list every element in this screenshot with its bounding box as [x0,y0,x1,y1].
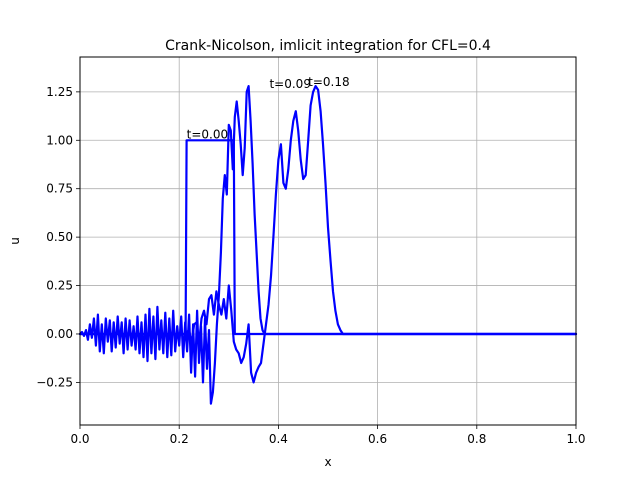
series-line-3 [78,84,578,384]
x-axis-ticks: 0.0 0.2 0.4 0.6 0.8 1.0 [70,425,586,446]
x-tick-label: 0.4 [269,432,288,446]
y-tick-label: 0.25 [46,279,73,293]
time-annotation: t=0.09 [269,77,310,91]
y-tick-label: 0.00 [46,327,73,341]
y-axis-ticks: −0.25 0.00 0.25 0.50 0.75 1.00 1.25 [36,85,80,389]
chart-title: Crank-Nicolson, imlicit integration for … [165,38,491,54]
y-tick-label: 0.75 [46,182,73,196]
y-axis-label: u [8,237,22,245]
x-axis-label: x [324,455,331,469]
y-tick-label: 0.50 [46,230,73,244]
time-annotation: t=0.00 [187,127,228,141]
plot-frame [79,56,577,426]
series-line-2 [78,84,578,405]
y-tick-label: 1.25 [46,85,73,99]
x-tick-label: 1.0 [566,432,585,446]
x-tick-label: 0.2 [170,432,189,446]
y-tick-label: −0.25 [36,375,73,389]
annotations: t=0.00 t=0.09t=0.18 [187,75,350,141]
series-layer [78,84,578,405]
y-tick-label: 1.00 [46,133,73,147]
x-tick-label: 0.0 [70,432,89,446]
x-tick-label: 0.6 [368,432,387,446]
time-annotation: t=0.18 [308,75,349,89]
x-tick-label: 0.8 [467,432,486,446]
